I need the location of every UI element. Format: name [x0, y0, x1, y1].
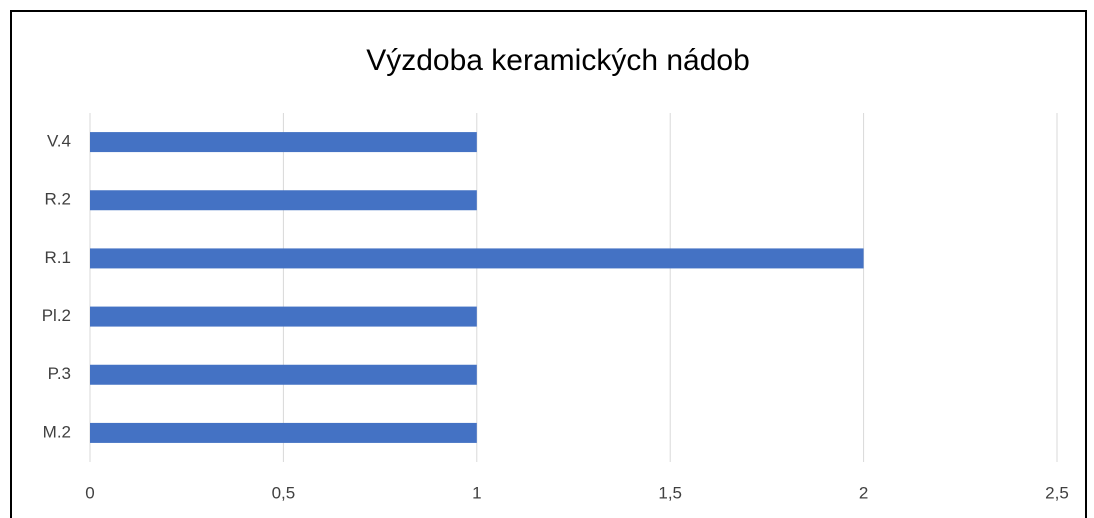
bar [90, 190, 477, 211]
x-tick-label: 1,5 [658, 483, 682, 502]
chart-border [10, 10, 1087, 518]
y-tick-label: Pl.2 [42, 306, 71, 325]
y-tick-label: M.2 [43, 422, 71, 441]
x-tick-label: 0,5 [272, 483, 296, 502]
bar [90, 306, 477, 327]
y-tick-label: P.3 [48, 364, 71, 383]
bar [90, 364, 477, 385]
y-tick-label: R.1 [45, 248, 71, 267]
bar [90, 248, 864, 269]
y-tick-label: V.4 [47, 132, 71, 151]
bar [90, 422, 477, 443]
y-tick-label: R.2 [45, 190, 71, 209]
x-tick-label: 1 [472, 483, 481, 502]
x-tick-label: 0 [85, 483, 94, 502]
bar [90, 132, 477, 153]
chart-title: Výzdoba keramických nádob [366, 44, 750, 77]
x-tick-label: 2 [859, 483, 868, 502]
x-tick-label: 2,5 [1045, 483, 1069, 502]
